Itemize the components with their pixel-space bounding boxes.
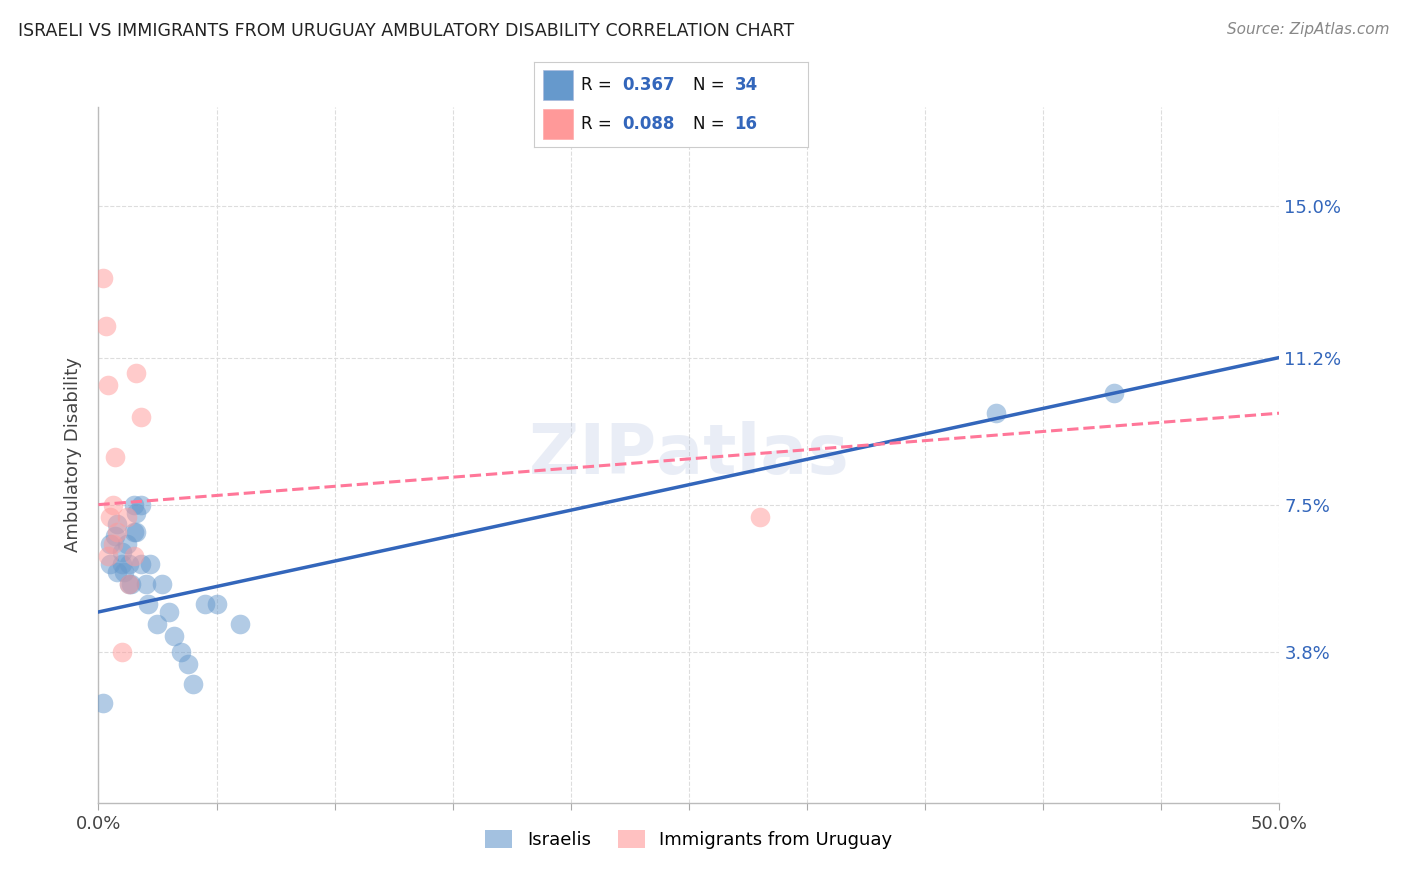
Point xyxy=(98,537,121,551)
Y-axis label: Ambulatory Disability: Ambulatory Disability xyxy=(65,358,83,552)
Point xyxy=(118,577,141,591)
Point xyxy=(111,645,134,659)
Point xyxy=(122,549,145,564)
Point xyxy=(112,565,135,579)
Bar xyxy=(543,109,572,139)
Point xyxy=(129,410,152,425)
Point xyxy=(101,498,124,512)
Point xyxy=(748,509,770,524)
Point xyxy=(194,597,217,611)
Point xyxy=(181,676,204,690)
Legend: Israelis, Immigrants from Uruguay: Israelis, Immigrants from Uruguay xyxy=(478,822,900,856)
Text: 34: 34 xyxy=(734,76,758,94)
Point xyxy=(205,597,228,611)
Bar xyxy=(543,70,572,100)
Point xyxy=(97,549,120,564)
Point xyxy=(125,367,148,381)
Point xyxy=(984,406,1007,420)
Text: R =: R = xyxy=(581,76,617,94)
Point xyxy=(111,558,134,572)
Text: Source: ZipAtlas.com: Source: ZipAtlas.com xyxy=(1226,22,1389,37)
Point xyxy=(122,525,145,540)
Point xyxy=(122,498,145,512)
Point xyxy=(91,697,114,711)
Point xyxy=(105,517,128,532)
Point xyxy=(170,645,193,659)
Point xyxy=(157,605,180,619)
Point xyxy=(146,616,169,631)
Point xyxy=(115,537,138,551)
Text: R =: R = xyxy=(581,115,617,133)
Text: N =: N = xyxy=(693,115,730,133)
Text: ZIP​atlas: ZIP​atlas xyxy=(529,421,849,489)
Point xyxy=(125,506,148,520)
Point xyxy=(111,545,134,559)
Point xyxy=(229,616,252,631)
Point xyxy=(1102,386,1125,401)
Point xyxy=(115,509,138,524)
Point xyxy=(97,378,120,392)
Text: N =: N = xyxy=(693,76,730,94)
Point xyxy=(105,525,128,540)
Point xyxy=(98,558,121,572)
Text: 0.367: 0.367 xyxy=(621,76,675,94)
Text: 16: 16 xyxy=(734,115,758,133)
Point xyxy=(118,577,141,591)
Point xyxy=(121,577,143,591)
Point xyxy=(150,577,173,591)
Point xyxy=(135,577,157,591)
Point xyxy=(101,537,124,551)
Point xyxy=(129,498,152,512)
Point xyxy=(129,558,152,572)
Point xyxy=(104,529,127,543)
Point xyxy=(136,597,159,611)
Text: ISRAELI VS IMMIGRANTS FROM URUGUAY AMBULATORY DISABILITY CORRELATION CHART: ISRAELI VS IMMIGRANTS FROM URUGUAY AMBUL… xyxy=(18,22,794,40)
Point xyxy=(177,657,200,671)
Point xyxy=(104,450,127,464)
Point xyxy=(125,525,148,540)
Point xyxy=(163,629,186,643)
Point xyxy=(91,271,114,285)
Point xyxy=(98,509,121,524)
Point xyxy=(94,318,117,333)
Point xyxy=(105,565,128,579)
Text: 0.088: 0.088 xyxy=(621,115,675,133)
Point xyxy=(139,558,162,572)
Point xyxy=(118,558,141,572)
